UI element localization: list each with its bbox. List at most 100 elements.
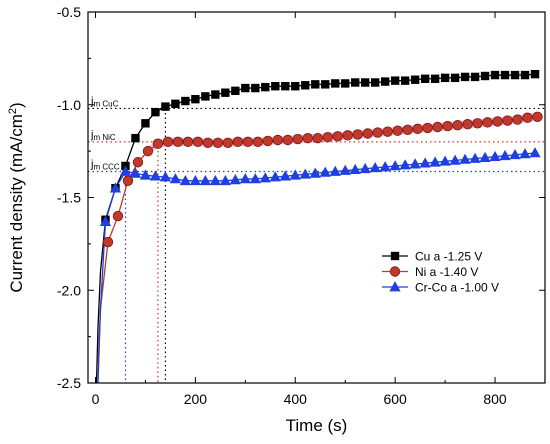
data-point [301,81,310,90]
legend-marker [390,251,400,261]
data-point [291,82,300,91]
data-point [429,156,441,167]
data-point [529,147,541,158]
x-axis-ticks: 0 200 400 600 800 [92,12,507,407]
ref-label-sub: m NiC [93,133,115,142]
data-point [479,151,491,162]
data-point [349,163,361,175]
data-point [249,173,261,184]
data-point [460,72,470,82]
data-point [399,159,411,170]
series-markers [99,69,543,248]
data-point [390,76,400,85]
reference-lines [88,107,545,383]
ref-label-main: j [90,129,93,141]
data-point [472,118,483,129]
data-point [530,69,540,79]
data-point [442,120,453,132]
data-point [139,169,152,180]
x-tick-label: 800 [483,391,507,407]
data-point [231,86,240,96]
x-tick-label: 600 [383,391,407,407]
data-point [282,134,293,146]
data-point [99,215,112,226]
ref-label-main: j [90,159,93,171]
data-point [342,130,353,141]
data-point [129,167,142,178]
data-point [281,82,290,91]
data-point [439,155,451,166]
data-point [209,174,221,186]
data-point [112,210,124,222]
data-point [392,125,403,136]
data-point [292,133,303,145]
data-point [211,90,220,99]
data-point [402,124,413,135]
data-point [182,136,194,148]
data-point [251,83,260,93]
data-point [212,137,224,148]
data-point [519,148,531,159]
y-tick-label: -1.0 [57,97,81,113]
data-point [360,78,370,87]
data-point [462,119,473,130]
y-axis-title-sup: 2 [7,108,19,114]
data-point [500,70,510,80]
x-tick-label: 0 [92,391,100,407]
data-point [132,157,144,168]
legend-label: Ni a -1.40 V [415,265,478,279]
ref-label: jm CuC [90,95,119,108]
y-axis-title-close: ) [7,102,26,108]
data-point [242,136,254,148]
data-point [422,122,433,134]
data-point [311,80,320,89]
data-point [370,78,380,87]
data-point [321,80,330,89]
legend-marker [389,266,401,277]
ref-label: jm CCC [90,159,120,172]
data-point [262,135,274,147]
data-point [322,132,333,143]
data-point [341,79,350,88]
y-axis-ticks: -2.5 -2.0 -1.5 -1.0 -0.5 [57,4,545,391]
data-point [102,236,114,248]
data-point [492,116,503,127]
data-point [181,96,190,106]
data-point [332,131,343,142]
data-point [162,136,174,148]
data-point [449,154,461,165]
data-point [302,132,313,144]
data-point [331,79,340,88]
data-point [400,76,410,85]
ref-label-sub: m CCC [93,163,119,172]
data-point [430,74,440,83]
data-point [509,149,521,160]
data-point [369,161,381,173]
data-point [241,83,250,93]
data-point [271,82,280,91]
plot-frame [87,11,546,384]
data-point [339,164,351,175]
data-point [149,170,162,181]
x-axis-title: Time (s) [286,416,348,435]
data-point [490,70,500,80]
data-point [510,70,520,80]
data-point [199,174,212,186]
data-point [452,119,463,131]
ref-label-sub: m CuC [93,99,118,108]
data-point [419,157,431,168]
y-axis-title: Current density (mA/cm2) [7,102,26,292]
data-point [502,115,513,126]
data-point [221,88,230,97]
data-point [432,121,443,133]
data-point [261,82,270,92]
data-point [412,123,423,135]
data-point [222,137,234,148]
data-point [372,127,383,138]
ref-label-main: j [90,95,93,107]
data-point [409,158,421,169]
data-point [131,133,140,143]
y-axis-title-main: Current density (mA/cm [7,114,26,293]
y-tick-label: -1.5 [57,190,81,206]
